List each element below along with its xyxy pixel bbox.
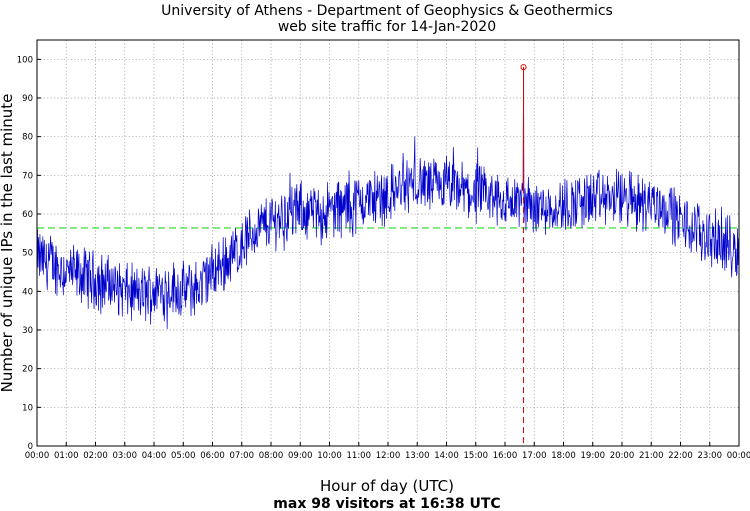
y-tick-label: 50 [22,249,33,259]
x-tick-label: 10:00 [317,451,342,461]
x-tick-label: 06:00 [200,451,225,461]
x-tick-label: 12:00 [376,451,401,461]
plot-frame [36,39,740,447]
x-tick-label: 02:00 [83,451,108,461]
x-tick-label: 00:00 [25,451,50,461]
x-tick-label: 08:00 [259,451,284,461]
x-tick-label: 22:00 [668,451,693,461]
x-tick-label: 15:00 [464,451,489,461]
x-tick-label: 00:00 [727,451,750,461]
y-axis-label: Number of unique IPs in the last minute [0,94,16,393]
y-tick-label: 100 [17,55,33,65]
x-tick-label: 07:00 [230,451,255,461]
x-tick-label: 23:00 [698,451,723,461]
y-tick-label: 40 [22,287,33,297]
y-tick-label: 60 [22,210,33,220]
max-visitors-note: max 98 visitors at 16:38 UTC [273,496,500,511]
x-tick-label: 20:00 [610,451,635,461]
x-tick-label: 09:00 [288,451,313,461]
x-tick-label: 03:00 [113,451,138,461]
y-tick-label: 80 [22,133,33,143]
x-tick-label: 21:00 [639,451,664,461]
tick-labels: 00:00 01:00 02:00 03:00 04:00 05:00 06:00 07:00… [17,55,750,461]
x-tick-label: 18:00 [551,451,576,461]
x-axis-label: Hour of day (UTC) [320,477,454,495]
series-line [36,67,740,330]
y-tick-label: 70 [22,171,33,181]
y-tick-label: 10 [22,403,33,413]
series-traffic [36,67,740,330]
y-tick-label: 20 [22,365,33,375]
x-tick-label: 01:00 [54,451,79,461]
max-point [520,64,527,71]
x-tick-label: 19:00 [581,451,606,461]
max-marker [520,64,527,446]
grid [36,40,740,447]
x-tick-label: 05:00 [171,451,196,461]
chart-title: University of Athens - Department of Geo… [161,3,613,19]
x-tick-label: 14:00 [434,451,459,461]
chart-subtitle: web site traffic for 14-Jan-2020 [278,19,496,35]
y-tick-label: 30 [22,326,33,336]
x-tick-label: 11:00 [347,451,372,461]
y-tick-label: 90 [22,94,33,104]
y-tick-label: 0 [28,442,33,452]
x-tick-label: 04:00 [142,451,167,461]
x-tick-label: 16:00 [493,451,518,461]
x-tick-label: 17:00 [522,451,547,461]
x-tick-label: 13:00 [405,451,430,461]
